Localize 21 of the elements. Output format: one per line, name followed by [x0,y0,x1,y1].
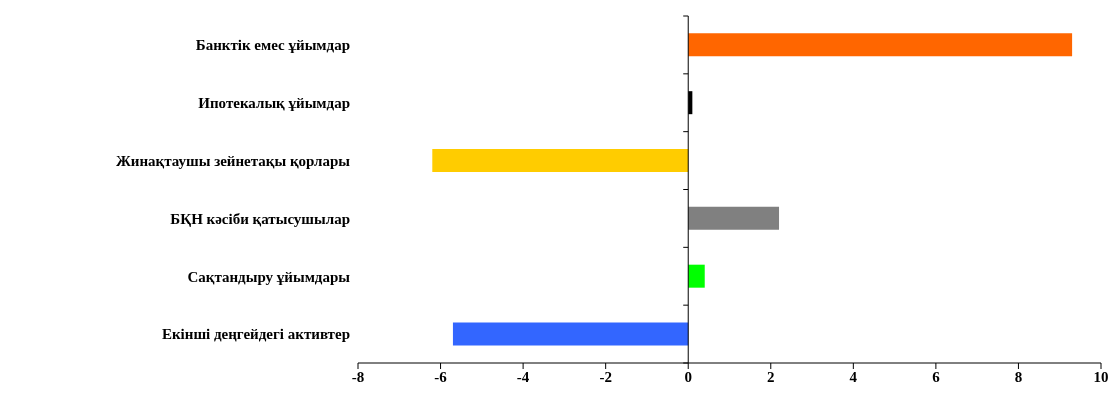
y-tick-label: Жинақтаушы зейнетақы қорлары [115,152,351,169]
y-tick-label: Екінші деңгейдегі активтер [161,326,350,343]
x-tick-label: -2 [599,368,612,385]
bar [688,206,780,230]
bar [688,33,1073,57]
x-tick-label: 8 [1014,368,1023,385]
x-tick-label: 2 [767,368,775,385]
x-tick-label: -6 [434,368,448,385]
bar [452,322,689,346]
x-tick-label: 0 [684,368,692,385]
x-tick-label: 10 [1093,368,1109,385]
y-tick-label: Банктік емес ұйымдар [195,37,350,54]
x-tick-label: 4 [849,368,858,385]
x-tick-label: -4 [516,368,530,385]
x-tick-label: 6 [932,368,941,385]
x-tick-label: -8 [351,368,365,385]
y-tick-label: Сақтандыру ұйымдары [187,268,351,285]
y-tick-label: Ипотекалық ұйымдар [198,95,350,112]
bar [688,264,705,288]
y-tick-label: БҚН кәсіби қатысушылар [170,210,350,227]
bar [432,149,689,173]
